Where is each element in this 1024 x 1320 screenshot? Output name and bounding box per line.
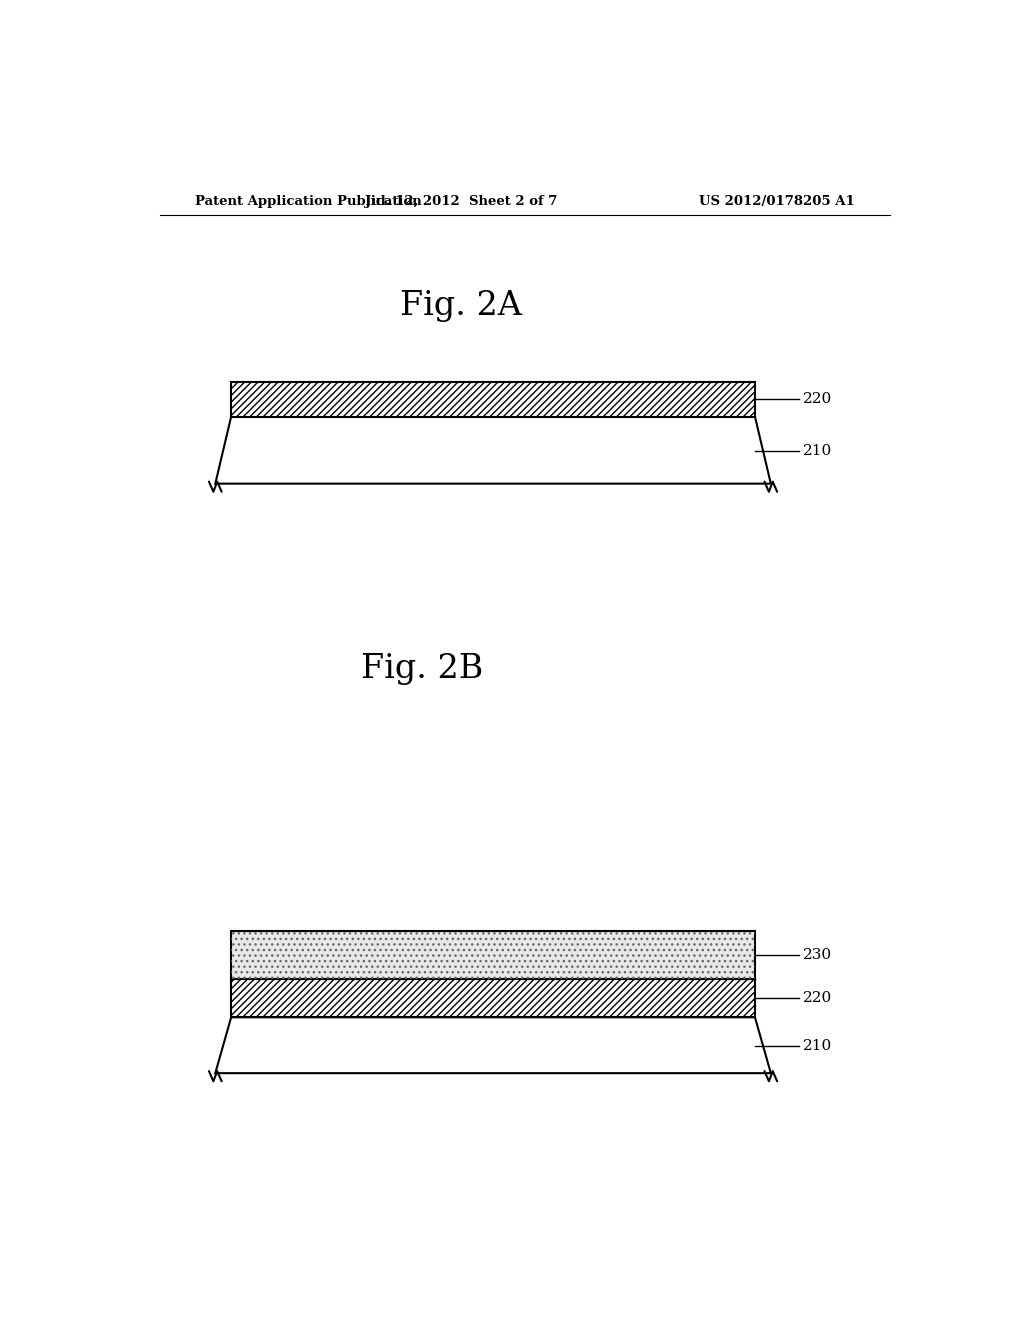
Bar <box>231 381 755 417</box>
Text: Fig. 2B: Fig. 2B <box>360 652 482 685</box>
Bar <box>231 931 755 979</box>
Text: 220: 220 <box>803 991 831 1006</box>
Text: US 2012/0178205 A1: US 2012/0178205 A1 <box>699 194 855 207</box>
Text: 220: 220 <box>803 392 831 407</box>
Bar <box>231 931 755 979</box>
Text: 210: 210 <box>803 444 831 458</box>
Text: 210: 210 <box>803 1039 831 1053</box>
Text: Jul. 12, 2012  Sheet 2 of 7: Jul. 12, 2012 Sheet 2 of 7 <box>366 194 557 207</box>
Text: Patent Application Publication: Patent Application Publication <box>196 194 422 207</box>
Bar <box>231 381 755 417</box>
Bar <box>231 979 755 1018</box>
Text: 230: 230 <box>803 948 831 962</box>
Bar <box>231 979 755 1018</box>
Polygon shape <box>215 417 771 483</box>
Polygon shape <box>215 1018 771 1073</box>
Text: Fig. 2A: Fig. 2A <box>400 290 522 322</box>
